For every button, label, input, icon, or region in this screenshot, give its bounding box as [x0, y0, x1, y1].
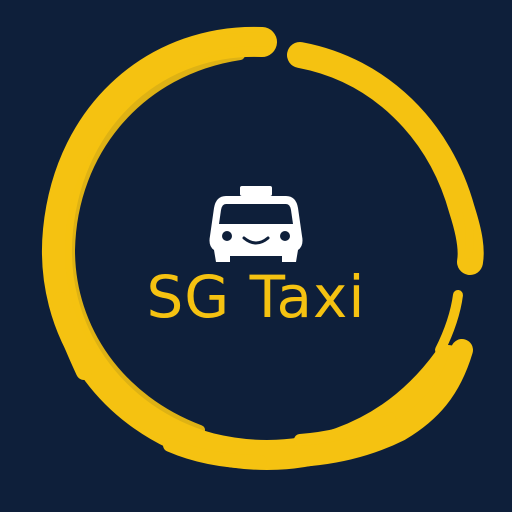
taxi-left-headlight: [222, 231, 232, 241]
ring-stroke-top-right: [300, 55, 471, 262]
taxi-windshield: [219, 204, 293, 224]
taxi-icon: [210, 186, 303, 262]
taxi-right-headlight: [280, 231, 290, 241]
brand-title: SG Taxi: [0, 268, 512, 326]
taxi-roof-sign: [240, 186, 272, 196]
